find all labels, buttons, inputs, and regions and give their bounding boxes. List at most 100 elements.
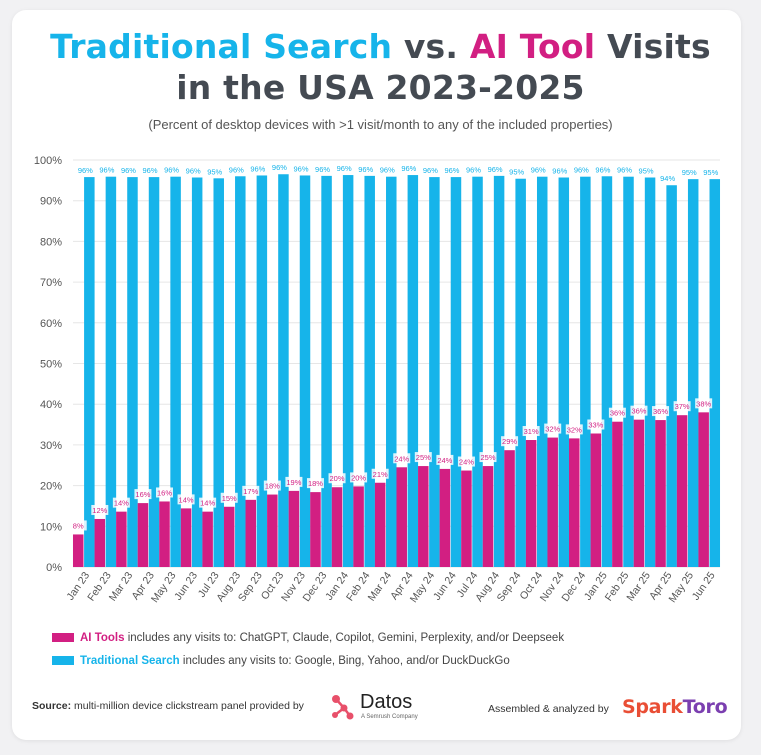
label-traditional: 96% [617, 166, 632, 175]
y-tick-label: 20% [40, 481, 62, 493]
label-ai: 25% [416, 453, 431, 462]
bar-ai [223, 506, 235, 567]
bar-traditional [364, 175, 375, 568]
label-ai: 32% [545, 425, 560, 434]
datos-logo-icon [332, 695, 354, 720]
bar-traditional [515, 178, 526, 568]
label-traditional: 96% [380, 166, 395, 175]
label-ai-bg [242, 485, 260, 496]
bar-ai [547, 437, 558, 567]
label-traditional: 96% [143, 166, 158, 175]
y-tick-label: 10% [40, 521, 62, 533]
label-traditional: 96% [121, 166, 136, 175]
bar-ai [353, 486, 364, 567]
bar-ai [482, 466, 494, 567]
y-tick-label: 90% [40, 196, 62, 208]
bar-traditional [623, 176, 634, 567]
bar-ai [374, 482, 386, 567]
label-traditional: 95% [639, 167, 654, 176]
bar-traditional [709, 179, 721, 567]
y-tick-label: 100% [34, 155, 62, 167]
label-ai-bg [220, 492, 238, 503]
legend-ai-swatch [52, 633, 74, 643]
label-ai-bg [565, 424, 583, 435]
label-traditional: 96% [552, 167, 567, 176]
label-ai-bg [91, 504, 109, 515]
label-ai: 20% [330, 474, 345, 483]
label-traditional: 96% [401, 164, 416, 173]
label-ai: 36% [653, 407, 668, 416]
label-ai-bg [522, 426, 540, 437]
source-label: Source: [32, 700, 72, 712]
bar-traditional [235, 176, 246, 567]
label-traditional: 96% [78, 166, 93, 175]
label-traditional: 94% [660, 174, 675, 183]
bar-traditional [536, 176, 548, 567]
bar-traditional [213, 178, 224, 567]
x-tick-label: Jun 25 [690, 570, 718, 603]
label-traditional: 95% [682, 168, 697, 177]
bar-traditional [601, 176, 613, 567]
bar-traditional [407, 175, 419, 567]
label-ai: 15% [222, 494, 237, 503]
legend-traditional-search: Traditional Search includes any visits t… [52, 655, 510, 667]
bar-ai [267, 494, 278, 567]
bar-ai [461, 470, 472, 567]
bar-ai [633, 419, 645, 567]
bar-traditional [299, 175, 311, 567]
label-ai-bg [608, 407, 626, 418]
bar-ai [137, 503, 149, 567]
bar-ai [396, 467, 407, 567]
label-traditional: 96% [250, 164, 265, 173]
label-ai: 37% [675, 402, 690, 411]
bar-traditional [84, 177, 95, 567]
bar-ai [612, 421, 623, 567]
label-ai-bg [436, 454, 454, 465]
bar-traditional [687, 179, 699, 567]
source-text: multi-million device clickstream panel p… [71, 700, 304, 712]
bar-ai [439, 468, 451, 567]
bar-ai [180, 508, 192, 567]
label-traditional: 95% [703, 168, 718, 177]
bar-traditional [644, 177, 656, 567]
y-tick-label: 40% [40, 399, 62, 411]
label-traditional: 96% [229, 165, 244, 174]
label-traditional: 96% [164, 166, 179, 175]
bar-traditional [256, 175, 268, 567]
label-traditional: 96% [358, 165, 373, 174]
label-ai-bg [156, 487, 173, 498]
legend-trad-name: Traditional Search [80, 655, 180, 667]
label-ai-bg [414, 452, 432, 463]
label-ai-bg [306, 478, 324, 489]
label-traditional: 96% [531, 166, 546, 175]
label-traditional: 96% [444, 166, 459, 175]
label-traditional: 96% [574, 166, 589, 175]
label-traditional: 95% [509, 168, 524, 177]
bar-ai [655, 420, 666, 567]
y-tick-label: 30% [40, 440, 62, 452]
label-ai: 20% [351, 473, 366, 482]
bar-ai [202, 511, 213, 567]
label-ai-bg [479, 452, 497, 463]
label-ai-bg [328, 473, 346, 484]
x-tick-label: Mar 24 [366, 570, 395, 604]
label-ai: 14% [114, 499, 129, 508]
label-ai-bg [177, 494, 195, 505]
bar-traditional [342, 175, 354, 567]
chart-subtitle: (Percent of desktop devices with >1 visi… [148, 117, 613, 132]
label-ai: 14% [200, 499, 215, 508]
label-ai: 16% [135, 490, 150, 499]
x-tick-label: Mar 25 [624, 570, 653, 604]
label-traditional: 96% [186, 167, 201, 176]
label-ai: 21% [373, 470, 388, 479]
bar-ai [288, 490, 300, 567]
label-ai: 32% [567, 425, 582, 434]
bar-traditional [493, 175, 505, 568]
y-tick-label: 70% [40, 277, 62, 289]
bar-traditional [321, 175, 332, 568]
y-tick-label: 60% [40, 318, 62, 330]
label-traditional: 96% [99, 166, 114, 175]
label-ai: 17% [243, 487, 258, 496]
y-tick-label: 80% [40, 236, 62, 248]
chart-title: Traditional Search vs. AI Tool Visits in… [0, 26, 761, 108]
